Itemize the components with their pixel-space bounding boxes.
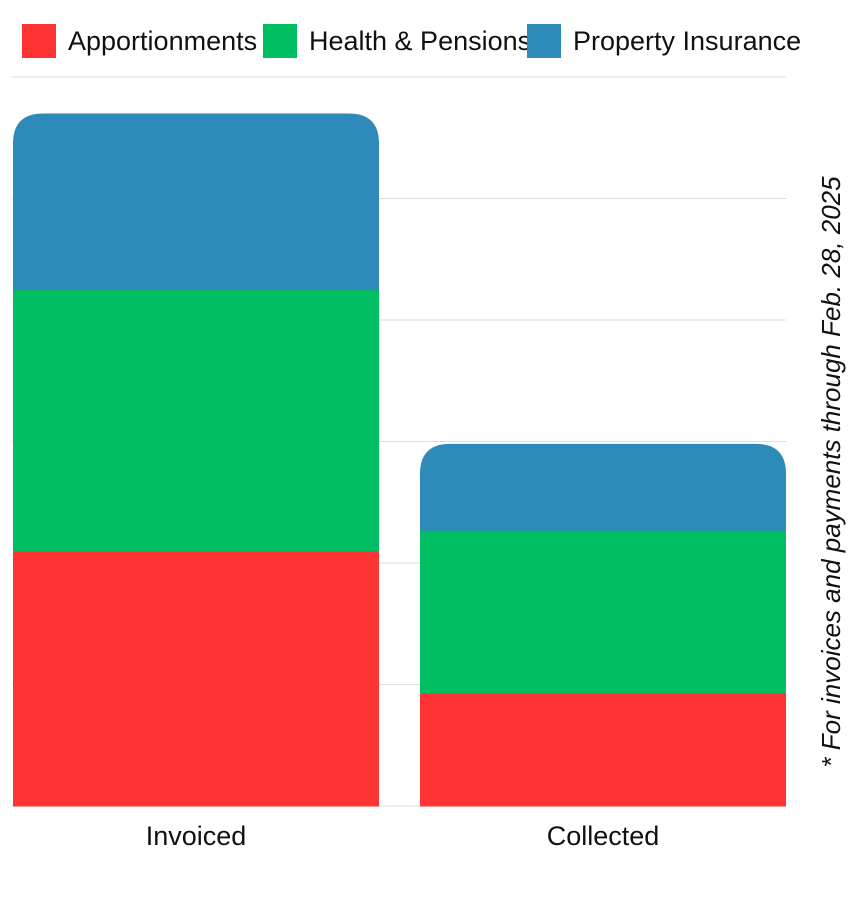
bar-invoiced-apportionments — [13, 550, 379, 807]
bar-group-invoiced — [13, 113, 379, 807]
legend-swatch-apportionments — [22, 24, 56, 58]
bars — [13, 113, 786, 807]
footnote: * For invoices and payments through Feb.… — [816, 176, 846, 768]
bar-invoiced-health-and-pensions — [13, 289, 379, 552]
legend: Apportionments Health & Pensions Property … — [22, 24, 801, 58]
legend-swatch-health-and-pensions — [263, 24, 297, 58]
legend-label-apportionments: Apportionments — [68, 26, 257, 56]
bar-collected-health-and-pensions — [420, 530, 786, 694]
category-label-collected: Collected — [547, 821, 660, 851]
legend-swatch-property-insurance — [527, 24, 561, 58]
bar-invoiced-property-insurance — [13, 113, 379, 291]
legend-label-property-insurance: Property Insurance — [573, 26, 801, 56]
x-axis-labels: Invoiced Collected — [146, 821, 660, 851]
bar-group-collected — [420, 443, 786, 807]
bar-collected-apportionments — [420, 693, 786, 807]
category-label-invoiced: Invoiced — [146, 821, 247, 851]
bar-collected-property-insurance — [420, 443, 786, 531]
legend-label-health-and-pensions: Health & Pensions — [309, 26, 531, 56]
